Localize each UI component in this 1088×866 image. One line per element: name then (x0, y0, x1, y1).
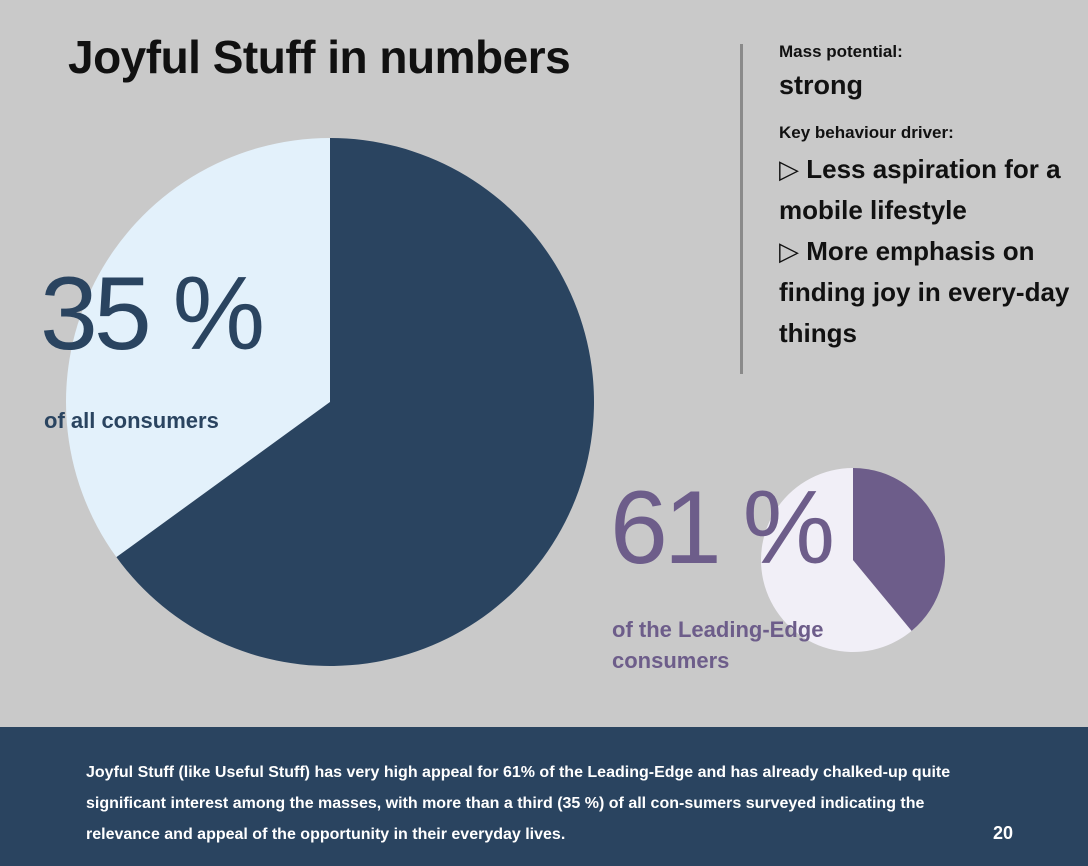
page-number: 20 (993, 823, 1014, 843)
vertical-divider (740, 44, 743, 374)
triangle-bullet-icon: ▷ (779, 154, 799, 184)
mass-potential-value: strong (779, 70, 863, 100)
pie-slice-joyful-stuff-appeal (65, 138, 330, 558)
key-driver-item-text: More emphasis on finding joy in every-da… (779, 236, 1070, 348)
pie-charts (65, 138, 945, 666)
all-consumers-percent: 35 % (40, 256, 265, 372)
summary-panel: Mass potential: strong Key behaviour dri… (779, 38, 1079, 354)
key-driver-item-text: Less aspiration for a mobile lifestyle (779, 154, 1061, 225)
triangle-bullet-icon: ▷ (779, 236, 799, 266)
key-driver-item: ▷ More emphasis on finding joy in every-… (779, 231, 1079, 354)
page-title: Joyful Stuff in numbers (68, 31, 571, 83)
key-driver-list: ▷ Less aspiration for a mobile lifestyle… (779, 149, 1079, 354)
key-driver-label: Key behaviour driver: (779, 123, 954, 142)
leading-edge-percent: 61 % (610, 470, 835, 586)
leading-edge-label: of the Leading-Edge consumers (612, 617, 824, 673)
pie-chart-leading-edge (760, 468, 945, 652)
footer-summary: Joyful Stuff (like Useful Stuff) has ver… (86, 764, 951, 843)
footer-banner: Joyful Stuff (like Useful Stuff) has ver… (0, 727, 1088, 866)
all-consumers-label: of all consumers (44, 408, 219, 433)
pie-chart-all-consumers (65, 138, 594, 666)
pie-slice-other (116, 138, 594, 666)
mass-potential-label: Mass potential: (779, 42, 903, 61)
pie-slice-joyful-stuff-appeal (760, 468, 912, 652)
pie-slice-other (853, 468, 945, 631)
key-driver-item: ▷ Less aspiration for a mobile lifestyle (779, 149, 1079, 231)
